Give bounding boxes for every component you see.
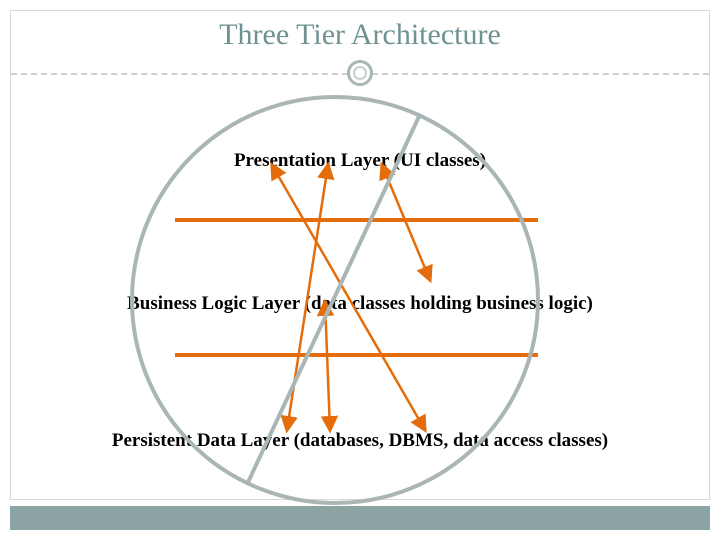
footer-bar <box>10 506 710 530</box>
title-ornament-circle <box>347 60 373 86</box>
slide-title: Three Tier Architecture <box>0 18 720 52</box>
